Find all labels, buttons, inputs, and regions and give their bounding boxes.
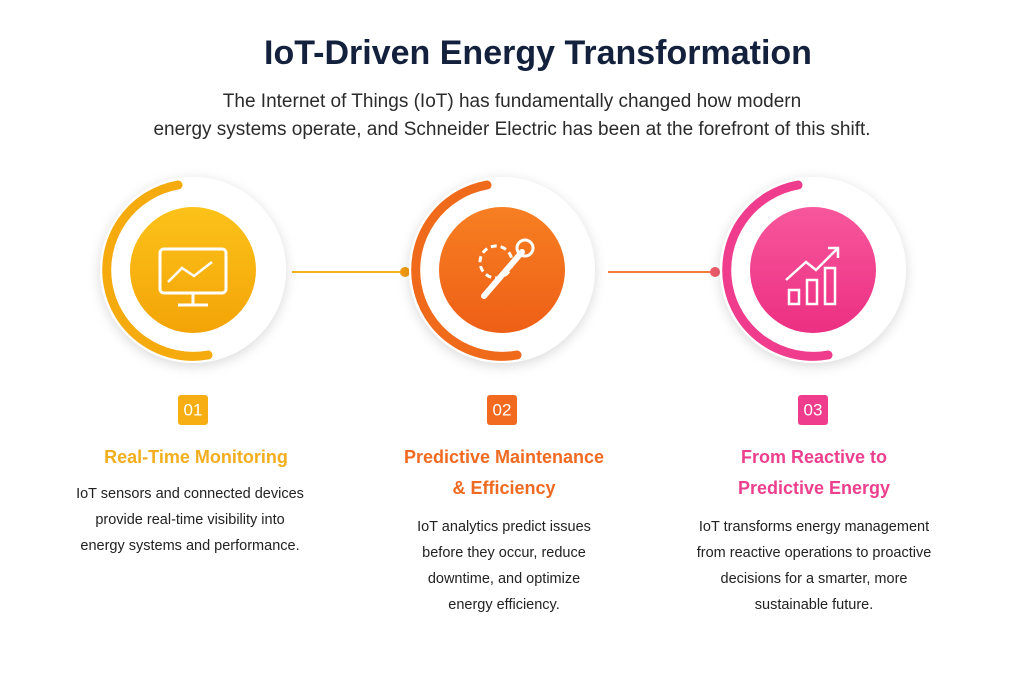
number-badge (487, 395, 517, 425)
step-description: energy efficiency. (448, 597, 560, 613)
step-description: IoT sensors and connected devices (76, 486, 304, 502)
step-description: IoT analytics predict issues (417, 519, 591, 535)
step-title: Predictive Energy (738, 478, 890, 498)
subtitle: The Internet of Things (IoT) has fundame… (223, 91, 801, 112)
step-title: Predictive Maintenance (404, 447, 604, 467)
step-number: 03 (804, 400, 823, 419)
step-title: From Reactive to (741, 447, 887, 467)
page-title: IoT-Driven Energy Transformation (264, 34, 812, 72)
step-description: downtime, and optimize (428, 571, 580, 587)
step-description: from reactive operations to proactive (697, 545, 932, 561)
step-circle (409, 177, 595, 363)
step-description: energy systems and performance. (80, 538, 299, 554)
step-description: IoT transforms energy management (699, 519, 929, 535)
step-number: 02 (493, 400, 512, 419)
number-badge (798, 395, 828, 425)
step-description: decisions for a smarter, more (721, 571, 908, 587)
step-description: sustainable future. (755, 597, 874, 613)
step-title: & Efficiency (452, 478, 555, 498)
step-description: before they occur, reduce (422, 545, 586, 561)
step-title: Real-Time Monitoring (104, 447, 288, 467)
subtitle: energy systems operate, and Schneider El… (153, 119, 870, 140)
connector (292, 267, 720, 277)
step-circle (100, 177, 286, 363)
number-badge (178, 395, 208, 425)
step-number: 01 (184, 400, 203, 419)
step-description: provide real-time visibility into (95, 512, 284, 528)
step-circle (720, 177, 906, 363)
